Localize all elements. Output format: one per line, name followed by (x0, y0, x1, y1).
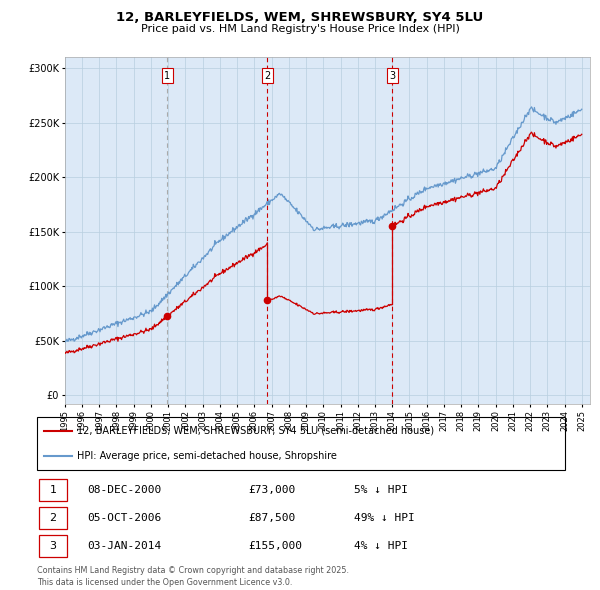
Text: 03-JAN-2014: 03-JAN-2014 (88, 542, 161, 551)
Text: 3: 3 (389, 71, 395, 81)
Text: 49% ↓ HPI: 49% ↓ HPI (354, 513, 415, 523)
Text: 1: 1 (164, 71, 170, 81)
Text: 12, BARLEYFIELDS, WEM, SHREWSBURY, SY4 5LU: 12, BARLEYFIELDS, WEM, SHREWSBURY, SY4 5… (116, 11, 484, 24)
Text: £87,500: £87,500 (248, 513, 296, 523)
FancyBboxPatch shape (40, 479, 67, 500)
Text: Contains HM Land Registry data © Crown copyright and database right 2025.: Contains HM Land Registry data © Crown c… (37, 566, 349, 575)
Text: £73,000: £73,000 (248, 485, 296, 494)
Text: 2: 2 (49, 513, 56, 523)
Text: 4% ↓ HPI: 4% ↓ HPI (354, 542, 408, 551)
Text: 12, BARLEYFIELDS, WEM, SHREWSBURY, SY4 5LU (semi-detached house): 12, BARLEYFIELDS, WEM, SHREWSBURY, SY4 5… (77, 426, 434, 436)
Text: This data is licensed under the Open Government Licence v3.0.: This data is licensed under the Open Gov… (37, 578, 293, 587)
Text: 3: 3 (50, 542, 56, 551)
FancyBboxPatch shape (40, 536, 67, 557)
Text: 1: 1 (50, 485, 56, 494)
Text: 05-OCT-2006: 05-OCT-2006 (88, 513, 161, 523)
Text: £155,000: £155,000 (248, 542, 302, 551)
Text: Price paid vs. HM Land Registry's House Price Index (HPI): Price paid vs. HM Land Registry's House … (140, 24, 460, 34)
Text: 5% ↓ HPI: 5% ↓ HPI (354, 485, 408, 494)
FancyBboxPatch shape (40, 507, 67, 529)
Text: 2: 2 (265, 71, 271, 81)
Text: 08-DEC-2000: 08-DEC-2000 (88, 485, 161, 494)
Text: HPI: Average price, semi-detached house, Shropshire: HPI: Average price, semi-detached house,… (77, 451, 337, 461)
